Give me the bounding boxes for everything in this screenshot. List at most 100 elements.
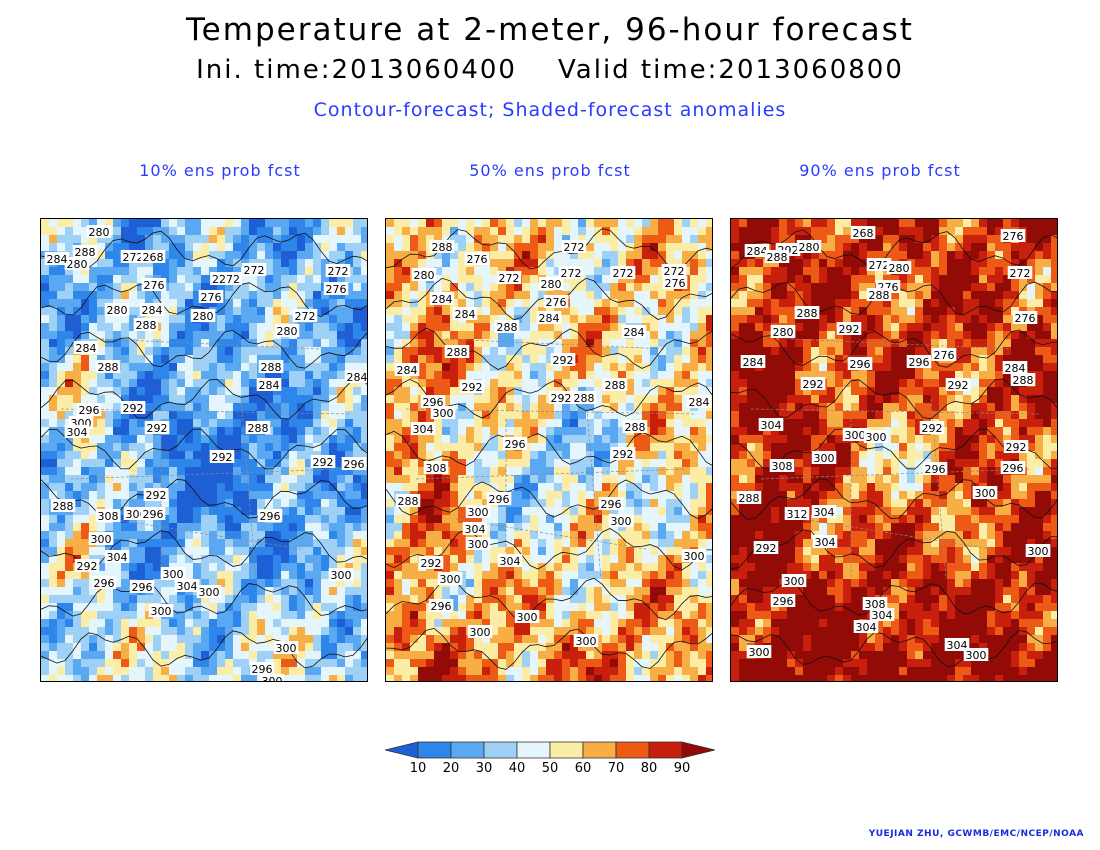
contour-label: 300 — [91, 533, 112, 546]
contour-label: 304 — [761, 419, 782, 432]
colorbar-swatch — [648, 741, 683, 759]
contour-label-bg — [141, 278, 167, 291]
contour-label: 300 — [975, 487, 996, 500]
contour-label: 304 — [815, 536, 836, 549]
contour-label-bg — [143, 488, 169, 501]
colorbar-tick-label: 90 — [674, 761, 691, 776]
contour-label-bg — [758, 418, 784, 431]
contour-label: 272 — [561, 267, 582, 280]
contour-label: 288 — [767, 251, 788, 264]
contour-label-bg — [76, 403, 102, 416]
colorbar-swatch — [483, 741, 518, 759]
contour-label: 296 — [505, 438, 526, 451]
contour-label-bg — [429, 240, 455, 253]
contour-label: 296 — [431, 600, 452, 613]
colorbar-tick-label: 70 — [608, 761, 625, 776]
contour-labels: 2682762842922802882722802722762882882762… — [736, 226, 1051, 662]
contour-label-bg — [736, 491, 762, 504]
contour-label-bg — [256, 378, 282, 391]
contour-label-bg — [209, 450, 235, 463]
contour-label-bg — [686, 395, 712, 408]
map-panel-10pct: 280 288 280 284 272 268 276 2272 272 272 276 276 280… — [40, 218, 368, 682]
contour-label-bg — [428, 599, 454, 612]
contour-label-bg — [144, 421, 170, 434]
contour-label-bg — [139, 303, 165, 316]
contour-label-bg — [190, 309, 216, 322]
contour-label-bg — [160, 567, 186, 580]
contour-label: 292 — [123, 402, 144, 415]
contour-label-bg — [140, 250, 166, 263]
contour-label-bg — [538, 277, 564, 290]
map-panel-50pct: 288 276 272 280 272 272 272 272 276 280 284 276 284 2… — [385, 218, 713, 682]
contour-label: 300 — [468, 506, 489, 519]
contour-label: 300 — [468, 538, 489, 551]
contour-label: 276 — [144, 279, 165, 292]
contour-label: 300 — [517, 611, 538, 624]
contour-label-bg — [245, 421, 271, 434]
contour-label-bg — [133, 318, 159, 331]
contour-label-bg — [931, 348, 957, 361]
contour-label: 300 — [611, 515, 632, 528]
contour-label: 288 — [53, 500, 74, 513]
contour-label: 280 — [414, 269, 435, 282]
contour-label-bg — [198, 290, 224, 303]
contour-label-bg — [50, 499, 76, 512]
contour-label: 288 — [797, 307, 818, 320]
contour-label-bg — [140, 507, 166, 520]
contour-label-bg — [922, 462, 948, 475]
contour-label-bg — [430, 406, 456, 419]
contour-label-bg — [561, 240, 587, 253]
contour-label-bg — [249, 662, 275, 675]
contour-label-bg — [836, 322, 862, 335]
contour-label: 296 — [344, 458, 365, 471]
contour-label: 296 — [132, 581, 153, 594]
contour-label-bg — [863, 430, 889, 443]
contour-label: 276 — [1015, 312, 1036, 325]
contour-label: 304 — [67, 426, 88, 439]
contour-label: 288 — [75, 246, 96, 259]
contour-label: 296 — [1003, 462, 1024, 475]
contour-label-bg — [104, 303, 130, 316]
contour-label: 276 — [665, 277, 686, 290]
contour-label-bg — [120, 250, 146, 263]
contour-label-bg — [794, 306, 820, 319]
contour-label-bg — [274, 324, 300, 337]
contour-label: 276 — [467, 253, 488, 266]
contour-label-bg — [420, 395, 446, 408]
contour-label: 272 — [123, 251, 144, 264]
contour-label-bg — [744, 244, 770, 257]
contour-label-bg — [44, 252, 70, 265]
contour-label: 288 — [98, 361, 119, 374]
contour-label-bg — [73, 341, 99, 354]
contour-label: 300 — [576, 635, 597, 648]
contour-label: 288 — [261, 361, 282, 374]
contour-label-bg — [608, 514, 634, 527]
colorbar-max-arrow — [681, 741, 715, 759]
contour-label: 2272 — [212, 273, 240, 286]
contour-label: 304 — [500, 555, 521, 568]
contour-label: 296 — [143, 508, 164, 521]
contour-label: 292 — [553, 354, 574, 367]
contour-label: 296 — [909, 356, 930, 369]
contour-label: 288 — [605, 379, 626, 392]
contour-label-bg — [811, 505, 837, 518]
contour-label-bg — [467, 625, 493, 638]
contour-label-bg — [886, 261, 912, 274]
contour-label: 292 — [922, 422, 943, 435]
contour-label: 276 — [201, 291, 222, 304]
contour-label-bg — [842, 428, 868, 441]
contour-label: 284 — [743, 356, 764, 369]
contour-label: 276 — [934, 349, 955, 362]
contour-label: 272 — [664, 265, 685, 278]
contour-label: 300 — [276, 642, 297, 655]
contour-label-bg — [944, 638, 970, 651]
contour-label-bg — [862, 597, 888, 610]
contour-label-bg — [241, 263, 267, 276]
contour-label: 284 — [432, 293, 453, 306]
contour-label: 288 — [739, 492, 760, 505]
contour-label-bg — [411, 268, 437, 281]
contour-label-bg — [662, 276, 688, 289]
contour-label: 284 — [47, 253, 68, 266]
